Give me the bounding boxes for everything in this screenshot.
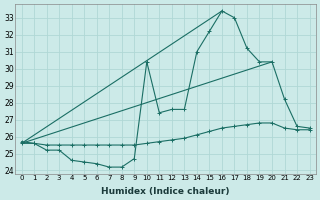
X-axis label: Humidex (Indice chaleur): Humidex (Indice chaleur) (101, 187, 230, 196)
